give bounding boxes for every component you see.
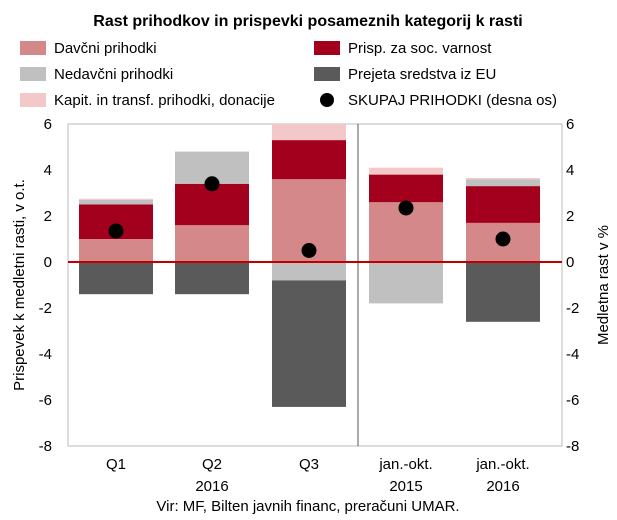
x-tick-label: Q1 xyxy=(106,456,126,473)
y2-axis-label: Medletna rast v % xyxy=(595,225,612,345)
total-dot xyxy=(398,200,414,216)
x-tick-labels: Q1 Q2 Q3 jan.-okt. jan.-okt. 2016 2015 2016 xyxy=(106,456,530,495)
y-tick-labels: 6 4 2 0 -2 -4 -6 -8 xyxy=(39,116,52,455)
y-tick-label: -4 xyxy=(39,346,52,363)
legend-label: Prejeta sredstva iz EU xyxy=(348,66,496,83)
legend-swatch xyxy=(314,41,340,55)
legend-swatch xyxy=(20,67,46,81)
legend-label: Kapit. in transf. prihodki, donacije xyxy=(54,92,275,109)
bar-segment xyxy=(79,262,153,295)
x-tick-label: jan.-okt. xyxy=(475,456,529,473)
bar-segment xyxy=(369,167,443,175)
y2-tick-label: 0 xyxy=(566,254,574,271)
bar-segment xyxy=(369,174,443,203)
bar-segment xyxy=(466,178,540,180)
bar-segment xyxy=(272,140,346,180)
y2-tick-label: 4 xyxy=(566,162,574,179)
y-tick-label: -2 xyxy=(39,300,52,317)
x-group-label: 2016 xyxy=(195,478,228,495)
x-tick-label: Q2 xyxy=(202,456,222,473)
bar-segment xyxy=(369,262,443,304)
y2-tick-label: -2 xyxy=(566,300,579,317)
legend-swatch xyxy=(20,93,46,107)
x-group-label: 2016 xyxy=(486,478,519,495)
y-tick-label: 6 xyxy=(44,116,52,133)
bar-segment xyxy=(272,280,346,407)
bar-segment xyxy=(272,262,346,281)
y2-tick-label: -8 xyxy=(566,438,579,455)
y-tick-label: -6 xyxy=(39,392,52,409)
total-dot xyxy=(204,176,220,192)
x-group-label: 2015 xyxy=(389,478,422,495)
y2-tick-label: -6 xyxy=(566,392,579,409)
y-tick-label: 0 xyxy=(44,254,52,271)
y-tick-label: 4 xyxy=(44,162,52,179)
legend-label: Davčni prihodki xyxy=(54,40,157,57)
bar-segment xyxy=(175,225,249,262)
chart-title: Rast prihodkov in prispevki posameznih k… xyxy=(93,13,522,30)
legend-label: Nedavčni prihodki xyxy=(54,66,173,83)
y-tick-label: 2 xyxy=(44,208,52,225)
bar-segment xyxy=(466,186,540,223)
y-tick-label: -8 xyxy=(39,438,52,455)
bar-segment xyxy=(272,124,346,141)
total-dot xyxy=(301,243,317,258)
bars xyxy=(79,124,540,407)
bar-segment xyxy=(175,262,249,295)
x-tick-label: jan.-okt. xyxy=(378,456,432,473)
legend: Davčni prihodki Prisp. za soc. varnost Ned… xyxy=(20,40,557,109)
bar-segment xyxy=(466,179,540,187)
y-axis-label: Prispevek k medletni rasti, v o.t. xyxy=(11,179,28,391)
bar-segment xyxy=(79,239,153,262)
total-dot xyxy=(495,231,511,247)
y2-tick-label: 2 xyxy=(566,208,574,225)
y2-tick-labels: 6 4 2 0 -2 -4 -6 -8 xyxy=(566,116,579,455)
total-dot xyxy=(108,223,124,239)
bar-segment xyxy=(79,199,153,205)
bar-segment xyxy=(79,198,153,200)
x-tick-label: Q3 xyxy=(299,456,319,473)
y2-tick-label: 6 xyxy=(566,116,574,133)
total-markers xyxy=(108,176,511,258)
legend-label: Prisp. za soc. varnost xyxy=(348,40,492,57)
bar-segment xyxy=(466,262,540,322)
source-note: Vir: MF, Bilten javnih financ, preračuni… xyxy=(156,498,459,515)
y2-tick-label: -4 xyxy=(566,346,579,363)
legend-marker xyxy=(320,93,334,107)
legend-swatch xyxy=(314,67,340,81)
legend-swatch xyxy=(20,41,46,55)
legend-label: SKUPAJ PRIHODKI (desna os) xyxy=(348,92,557,109)
